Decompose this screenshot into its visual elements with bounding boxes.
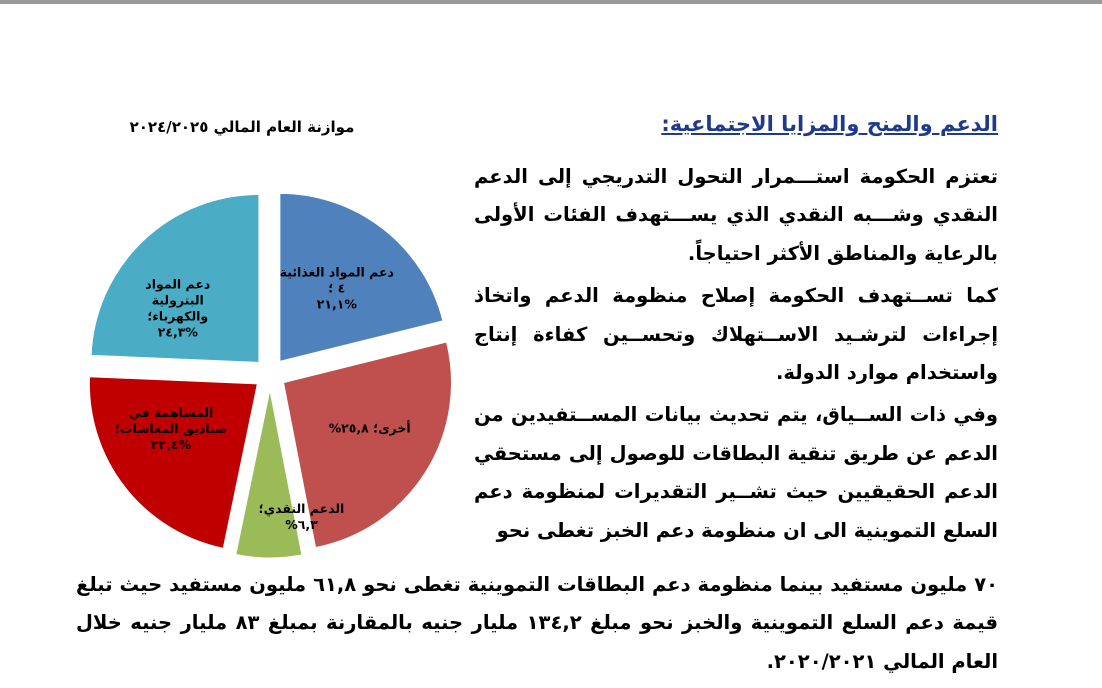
text-column: تعتزم الحكومة استـــمرار التحول التدريجي…: [474, 158, 998, 554]
top-rule: [0, 0, 1102, 4]
pie-slice-4: [88, 376, 258, 549]
paragraph-1: تعتزم الحكومة استـــمرار التحول التدريجي…: [474, 165, 998, 265]
pie-slice-label-5: دعم المواد البترولية والكهرباء؛ %٢٤,٣: [145, 277, 210, 340]
pie-slice-label-4: المساهمة في صناديق المعاشات؛ %٢٢,٤: [115, 405, 227, 452]
text-full-width: ٧٠ مليون مستفيد بينما منظومة دعم البطاقا…: [76, 566, 998, 681]
pie-slice-1: [279, 192, 444, 363]
pie-slice-5: [90, 193, 260, 363]
paragraph-2: كما تســتهدف الحكومة إصلاح منظومة الدعم …: [474, 284, 998, 385]
pie-slice-3: [235, 389, 303, 559]
paragraph-3-continued: ٧٠ مليون مستفيد بينما منظومة دعم البطاقا…: [76, 573, 999, 673]
section-heading: الدعم والمنح والمزايا الاجتماعية:: [661, 112, 998, 136]
pie-chart: دعم المواد الغذائية ٤ ؛ %٢١,١ أخرى؛ ٢٥,٨% ال…: [88, 192, 452, 559]
paragraph-3: وفي ذات الســياق، يتم تحديث بيانات المسـ…: [474, 403, 998, 542]
pie-slice-label-1: دعم المواد الغذائية ٤ ؛ %٢١,١: [280, 265, 394, 312]
pie-slice-2: [282, 341, 452, 549]
pie-slice-label-3: الدعم النقدي؛ ٦,٣%: [259, 501, 345, 532]
pie-slice-label-2: أخرى؛ ٢٥,٨%: [329, 419, 411, 435]
chart-title: موازنة العام المالي ٢٠٢٤/٢٠٢٥: [129, 118, 355, 136]
